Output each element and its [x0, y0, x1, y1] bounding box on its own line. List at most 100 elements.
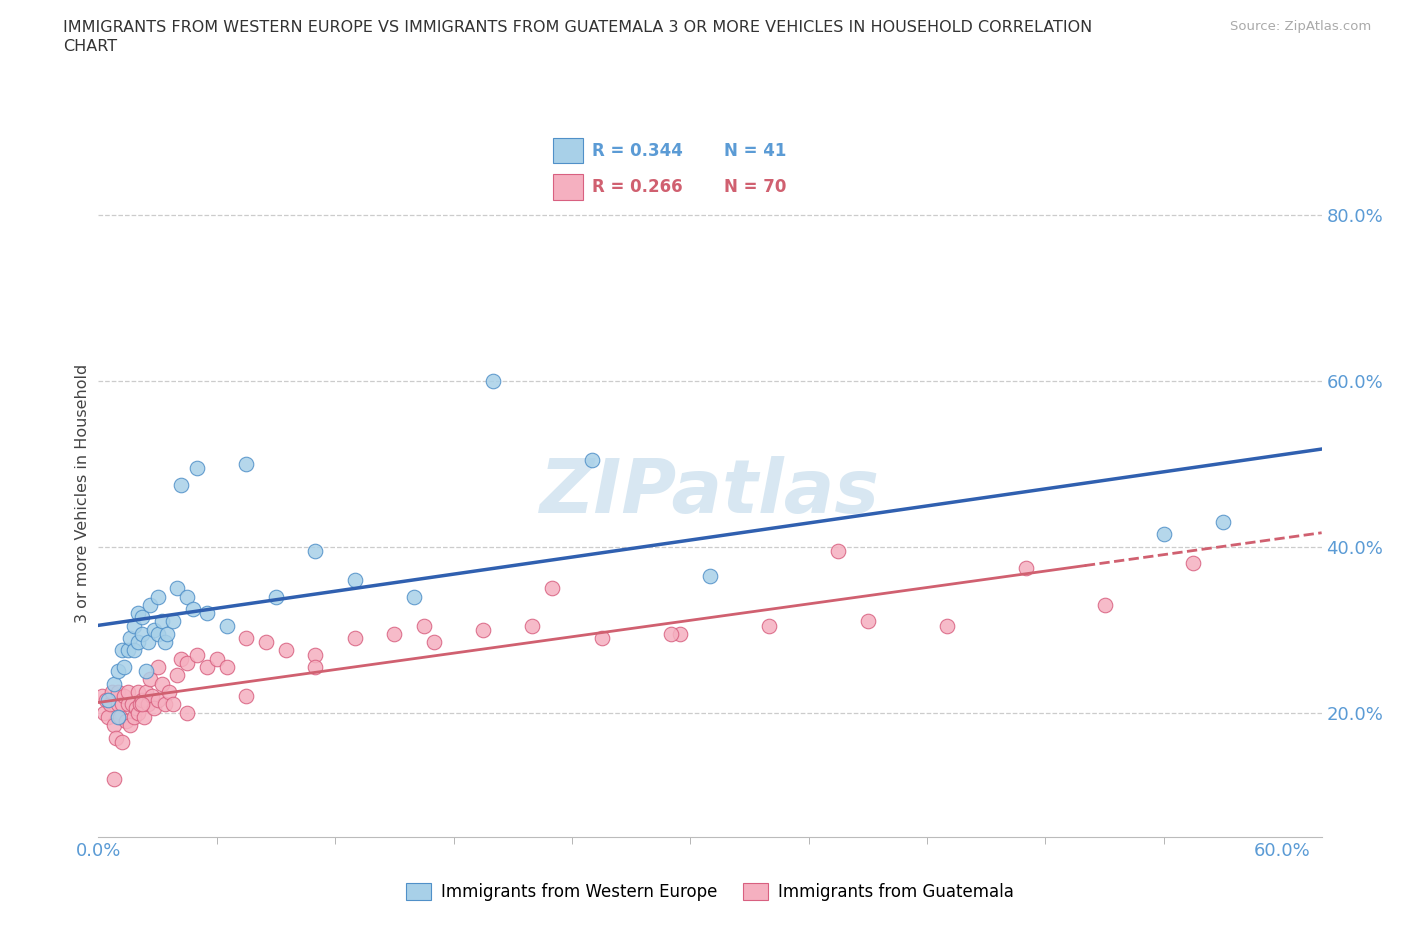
Text: CHART: CHART: [63, 39, 117, 54]
Point: [1182, 556, 1205, 571]
Point: [413, 618, 436, 633]
Point: [131, 627, 153, 642]
Point: [122, 710, 145, 724]
Point: [404, 589, 426, 604]
Point: [103, 676, 125, 691]
Bar: [553, 139, 582, 164]
Point: [155, 634, 177, 649]
Point: [150, 676, 173, 691]
Point: [136, 634, 159, 649]
Point: [343, 573, 366, 588]
Point: [103, 772, 125, 787]
Point: [131, 697, 153, 711]
Point: [105, 730, 128, 745]
Point: [659, 627, 682, 642]
Point: [166, 581, 188, 596]
Point: [541, 581, 564, 596]
Point: [195, 605, 218, 620]
Point: [127, 634, 149, 649]
Point: [186, 647, 208, 662]
Point: [935, 618, 957, 633]
Text: R = 0.344: R = 0.344: [592, 141, 682, 160]
Point: [138, 672, 160, 687]
Point: [304, 659, 326, 674]
Point: [108, 710, 131, 724]
Point: [156, 627, 179, 642]
Point: [522, 618, 544, 633]
Text: N = 41: N = 41: [724, 141, 787, 160]
Point: [581, 452, 603, 467]
Point: [1094, 597, 1116, 612]
Point: [146, 659, 169, 674]
Legend: Immigrants from Western Europe, Immigrants from Guatemala: Immigrants from Western Europe, Immigran…: [399, 876, 1021, 908]
Bar: [553, 175, 582, 200]
Point: [111, 643, 134, 658]
Point: [112, 688, 135, 703]
Point: [98, 697, 121, 711]
Point: [264, 589, 287, 604]
Point: [127, 684, 149, 699]
Point: [117, 697, 139, 711]
Point: [122, 618, 145, 633]
Point: [170, 651, 193, 666]
Point: [118, 718, 141, 733]
Point: [101, 684, 124, 699]
Point: [138, 597, 160, 612]
Point: [827, 543, 849, 558]
Point: [103, 718, 125, 733]
Point: [472, 622, 495, 637]
Point: [856, 614, 879, 629]
Text: R = 0.266: R = 0.266: [592, 179, 682, 196]
Point: [96, 693, 118, 708]
Point: [142, 701, 165, 716]
Point: [107, 697, 129, 711]
Point: [170, 477, 193, 492]
Point: [176, 656, 198, 671]
Point: [91, 688, 114, 703]
Point: [669, 627, 692, 642]
Point: [117, 643, 139, 658]
Text: N = 70: N = 70: [724, 179, 787, 196]
Point: [122, 643, 145, 658]
Point: [591, 631, 613, 645]
Point: [1153, 527, 1175, 542]
Point: [235, 688, 257, 703]
Point: [125, 701, 148, 716]
Point: [186, 460, 208, 475]
Point: [107, 710, 129, 724]
Point: [343, 631, 366, 645]
Point: [127, 705, 149, 720]
Point: [128, 697, 150, 711]
Point: [111, 734, 134, 749]
Point: [176, 589, 198, 604]
Y-axis label: 3 or more Vehicles in Household: 3 or more Vehicles in Household: [75, 364, 90, 622]
Point: [131, 610, 153, 625]
Point: [146, 589, 169, 604]
Point: [121, 697, 143, 711]
Point: [132, 710, 155, 724]
Point: [107, 684, 129, 699]
Point: [146, 693, 169, 708]
Point: [146, 627, 169, 642]
Point: [155, 697, 177, 711]
Point: [235, 631, 257, 645]
Point: [166, 668, 188, 683]
Point: [176, 705, 198, 720]
Point: [162, 697, 184, 711]
Point: [215, 659, 238, 674]
Point: [131, 693, 153, 708]
Point: [254, 634, 277, 649]
Point: [699, 568, 721, 583]
Point: [142, 622, 165, 637]
Point: [112, 659, 135, 674]
Point: [111, 697, 134, 711]
Point: [141, 688, 163, 703]
Point: [135, 684, 157, 699]
Point: [117, 684, 139, 699]
Point: [274, 643, 297, 658]
Point: [482, 374, 505, 389]
Point: [205, 651, 228, 666]
Point: [382, 627, 405, 642]
Point: [1212, 514, 1234, 529]
Point: [304, 647, 326, 662]
